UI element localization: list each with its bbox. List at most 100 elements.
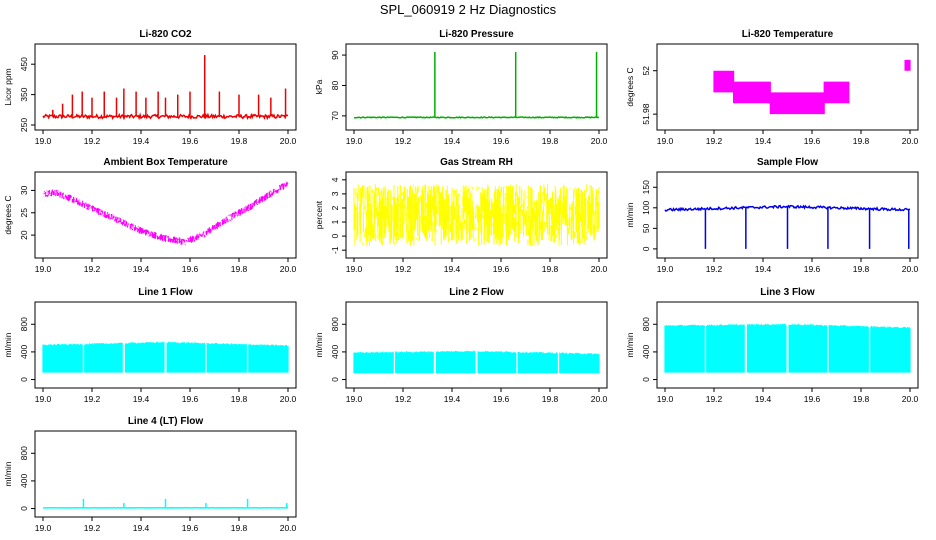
series-band <box>713 59 911 115</box>
x-tick-label: 19.0 <box>346 394 363 404</box>
x-tick-label: 19.6 <box>182 136 199 146</box>
y-tick-label: 1 <box>330 219 340 224</box>
plot-title: Line 1 Flow <box>138 287 193 298</box>
y-tick-label: 800 <box>19 317 29 331</box>
series-band <box>664 323 911 373</box>
x-tick-label: 19.2 <box>706 264 723 274</box>
y-axis-label: ml/min <box>625 202 635 227</box>
plot-title: Li-820 Temperature <box>742 29 834 40</box>
y-tick-label: 250 <box>19 118 29 132</box>
y-tick-label: 0 <box>330 233 340 238</box>
x-tick-label: 19.6 <box>804 136 821 146</box>
plot-frame <box>345 301 608 389</box>
plot-frame <box>656 43 919 131</box>
x-tick-label: 19.2 <box>84 394 101 404</box>
y-tick-label: 800 <box>641 317 651 331</box>
plot-frame <box>656 301 919 389</box>
x-tick-label: 20.0 <box>902 136 919 146</box>
x-tick-label: 19.2 <box>395 136 412 146</box>
x-tick-label: 19.0 <box>346 264 363 274</box>
y-axis-label: ml/min <box>3 461 13 486</box>
plot-frame <box>34 171 297 259</box>
plot-frame <box>656 171 919 259</box>
page-title: SPL_060919 2 Hz Diagnostics <box>379 2 557 17</box>
x-tick-label: 19.0 <box>657 136 674 146</box>
x-tick-label: 19.2 <box>84 136 101 146</box>
x-tick-label: 19.2 <box>84 264 101 274</box>
plot-frame <box>34 43 297 131</box>
y-axis-label: degrees C <box>625 67 635 106</box>
plot-frame <box>34 301 297 389</box>
y-tick-label: 0 <box>641 246 651 251</box>
x-tick-label: 19.6 <box>804 264 821 274</box>
y-tick-label: 400 <box>330 345 340 359</box>
x-tick-label: 19.6 <box>804 394 821 404</box>
plot-title: Sample Flow <box>757 157 818 168</box>
y-tick-label: 30 <box>19 185 29 195</box>
x-tick-label: 20.0 <box>280 264 297 274</box>
x-tick-label: 19.0 <box>35 264 52 274</box>
y-tick-label: 450 <box>19 57 29 71</box>
x-tick-label: 19.0 <box>35 394 52 404</box>
series-band <box>42 341 289 373</box>
x-tick-label: 20.0 <box>591 264 608 274</box>
y-tick-label: 90 <box>330 50 340 60</box>
series-line <box>354 116 600 119</box>
y-tick-label: -1 <box>330 246 340 254</box>
x-tick-label: 19.8 <box>231 136 248 146</box>
x-tick-label: 19.4 <box>755 264 772 274</box>
y-tick-label: 0 <box>19 506 29 511</box>
plot-title: Ambient Box Temperature <box>103 157 228 168</box>
y-tick-label: 25 <box>19 208 29 218</box>
y-tick-label: 0 <box>330 377 340 382</box>
x-tick-label: 19.4 <box>133 136 150 146</box>
y-axis-label: ml/min <box>3 332 13 357</box>
plot-title: Line 2 Flow <box>449 287 504 298</box>
y-tick-label: 150 <box>641 180 651 194</box>
x-tick-label: 19.8 <box>231 394 248 404</box>
x-tick-label: 20.0 <box>591 394 608 404</box>
x-tick-label: 19.8 <box>542 264 559 274</box>
y-tick-label: 800 <box>330 317 340 331</box>
x-tick-label: 19.0 <box>35 136 52 146</box>
x-tick-label: 19.2 <box>706 394 723 404</box>
x-tick-label: 19.6 <box>182 264 199 274</box>
x-tick-label: 19.4 <box>133 264 150 274</box>
y-tick-label: 800 <box>19 446 29 460</box>
y-axis-label: Licor ppm <box>3 68 13 105</box>
plot-title: Line 3 Flow <box>760 287 815 298</box>
y-tick-label: 80 <box>330 80 340 90</box>
x-tick-label: 19.0 <box>35 523 52 533</box>
plot-title: Li-820 CO2 <box>139 29 192 40</box>
y-tick-label: 3 <box>330 191 340 196</box>
series-line <box>353 184 600 246</box>
y-axis-label: percent <box>314 200 324 229</box>
y-tick-label: 4 <box>330 177 340 182</box>
series-line <box>42 181 289 246</box>
x-tick-label: 19.2 <box>706 136 723 146</box>
plot-title: Gas Stream RH <box>440 157 513 168</box>
x-tick-label: 19.4 <box>444 394 461 404</box>
series-band <box>353 350 600 374</box>
y-tick-label: 350 <box>19 87 29 101</box>
x-tick-label: 19.0 <box>657 264 674 274</box>
x-tick-label: 19.2 <box>395 394 412 404</box>
x-tick-label: 19.8 <box>853 394 870 404</box>
x-tick-label: 19.8 <box>853 264 870 274</box>
x-tick-label: 19.4 <box>133 394 150 404</box>
x-tick-label: 20.0 <box>280 523 297 533</box>
x-tick-label: 19.6 <box>493 394 510 404</box>
x-tick-label: 20.0 <box>902 264 919 274</box>
x-tick-label: 19.8 <box>542 394 559 404</box>
y-tick-label: 52 <box>641 66 651 76</box>
y-tick-label: 400 <box>19 345 29 359</box>
y-axis-label: ml/min <box>314 332 324 357</box>
plot-frame <box>345 43 608 131</box>
y-tick-label: 70 <box>330 111 340 121</box>
y-tick-label: 400 <box>19 474 29 488</box>
x-tick-label: 20.0 <box>280 394 297 404</box>
x-tick-label: 19.4 <box>444 136 461 146</box>
y-tick-label: 100 <box>641 200 651 214</box>
x-tick-label: 19.4 <box>133 523 150 533</box>
